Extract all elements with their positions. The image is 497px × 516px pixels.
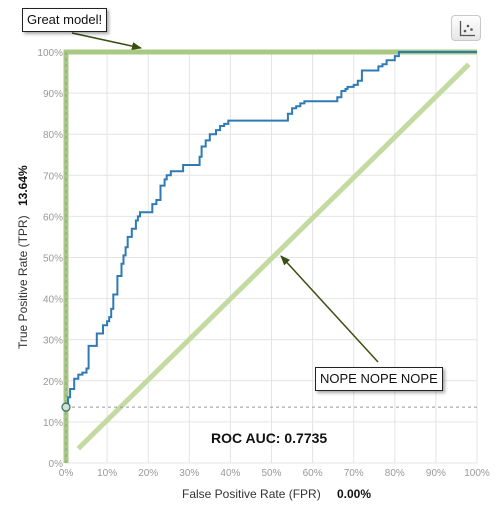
crosshair-marker (61, 402, 71, 412)
x-tick-label: 60% (303, 468, 323, 479)
x-tick-label: 30% (179, 468, 199, 479)
x-tick-label: 40% (220, 468, 240, 479)
x-tick-label: 0% (59, 468, 74, 479)
roc-curve-line (66, 51, 477, 409)
tick-labels: 0% 10% 20% 30% 40% 50% 60% 70% 80% 90% 100% 0% 10% 20… (37, 48, 489, 479)
y-tick-label: 100% (37, 48, 63, 59)
roc-auc-label: ROC AUC: 0.7735 (211, 430, 327, 446)
x-tick-label: 100% (464, 468, 490, 479)
random-model-line (76, 62, 471, 451)
nope-annotation: NOPE NOPE NOPE (315, 367, 443, 391)
x-tick-label: 70% (344, 468, 364, 479)
y-tick-label: 0% (49, 459, 64, 470)
x-axis-title: False Positive Rate (FPR) (182, 487, 321, 501)
y-tick-label: 10% (43, 418, 63, 429)
y-tick-label: 70% (43, 171, 63, 182)
y-tick-label: 90% (43, 89, 63, 100)
x-tick-label: 10% (97, 468, 117, 479)
scatter-plot-icon (459, 21, 475, 37)
crosshair (61, 52, 477, 463)
y-tick-label: 50% (43, 254, 63, 265)
nope-arrow (280, 255, 379, 363)
y-tick-label: 40% (43, 295, 63, 306)
x-tick-label: 50% (261, 468, 281, 479)
y-axis-title: True Positive Rate (TPR) (16, 215, 30, 349)
y-tick-label: 80% (43, 130, 63, 141)
scatter-toggle-button[interactable] (451, 15, 481, 41)
x-tick-label: 80% (385, 468, 405, 479)
great-model-arrow (71, 32, 142, 50)
x-tick-label: 90% (426, 468, 446, 479)
x-tick-label: 20% (138, 468, 158, 479)
great-model-annotation: Great model! (22, 8, 108, 32)
y-tick-label: 60% (43, 212, 63, 223)
x-axis-value: 0.00% (337, 487, 371, 501)
y-tick-label: 20% (43, 377, 63, 388)
y-tick-label: 30% (43, 336, 63, 347)
y-axis-value: 13.64% (16, 165, 30, 206)
